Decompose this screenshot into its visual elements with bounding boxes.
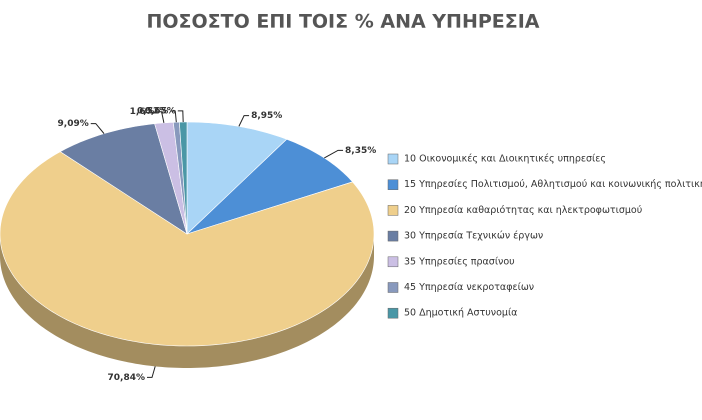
legend-swatch: [387, 307, 399, 319]
legend-label: 30 Υπηρεσία Τεχνικών έργων: [404, 231, 543, 242]
slice-side: [0, 234, 374, 368]
slice: [186, 138, 354, 235]
legend-label: 35 Υπηρεσίες πρασίνου: [404, 256, 515, 267]
leader-line: [177, 110, 184, 123]
legend-label: 10 Οικονομικές και Διοικητικές υπηρεσίες: [404, 154, 606, 165]
leader-line: [147, 366, 156, 378]
data-label: 0,65%: [145, 106, 176, 116]
legend-swatch: [387, 230, 399, 242]
slice: [186, 121, 288, 235]
data-label: 0,52%: [137, 107, 168, 117]
slice: [154, 121, 188, 235]
legend-label: 20 Υπηρεσία καθαριότητας και ηλεκτροφωτι…: [404, 205, 642, 216]
data-label: 70,84%: [108, 373, 146, 383]
legend-label: 15 Υπηρεσίες Πολιτισμού, Αθλητισμού και …: [404, 179, 702, 190]
data-label: 8,95%: [251, 111, 282, 121]
leader-line: [156, 111, 165, 123]
slice: [59, 123, 188, 235]
leader-line: [238, 115, 250, 127]
legend-swatch: [387, 282, 399, 293]
data-label: 1,6%: [130, 107, 155, 117]
data-label: 9,09%: [58, 119, 89, 129]
legend-label: 50 Δημοτική Αστυνομία: [404, 308, 517, 319]
legend-swatch: [387, 256, 399, 268]
legend-swatch: [387, 179, 399, 190]
leader-line: [90, 123, 105, 134]
leader-line: [170, 110, 177, 123]
legend-label: 45 Υπηρεσία νεκροταφείων: [404, 282, 534, 293]
data-label: 8,35%: [345, 146, 376, 156]
legend-swatch: [387, 153, 399, 165]
legend-swatch: [387, 205, 399, 216]
leader-line: [324, 149, 344, 159]
slice: [179, 121, 188, 235]
chart-title: ΠΟΣΟΣΤΟ ΕΠΙ ΤΟΙΣ % ΑΝΑ ΥΠΗΡΕΣΙΑ: [146, 11, 539, 33]
slice: [0, 151, 375, 347]
